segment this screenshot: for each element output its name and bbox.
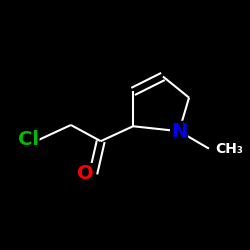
- Text: O: O: [77, 164, 93, 183]
- Text: CH₃: CH₃: [215, 142, 243, 156]
- Text: Cl: Cl: [18, 130, 38, 150]
- Text: N: N: [171, 122, 187, 141]
